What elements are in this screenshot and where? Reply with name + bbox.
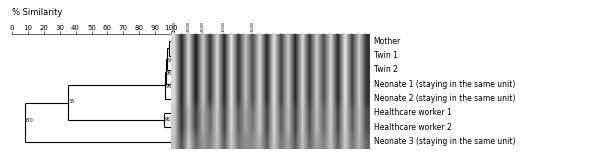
Text: Neonate 2 (staying in the same unit): Neonate 2 (staying in the same unit)	[373, 94, 515, 103]
Text: 97.2: 97.2	[167, 58, 178, 63]
Text: Neonate 1 (staying in the same unit): Neonate 1 (staying in the same unit)	[373, 80, 515, 89]
Text: 8.0: 8.0	[26, 118, 33, 123]
Text: Neonate 3 (staying in the same unit): Neonate 3 (staying in the same unit)	[373, 137, 515, 146]
Text: 96.6: 96.6	[166, 71, 176, 76]
Text: Healthcare worker 1: Healthcare worker 1	[373, 108, 451, 117]
Text: % Similarity: % Similarity	[12, 8, 62, 17]
Text: Mother: Mother	[373, 37, 401, 46]
Text: 35: 35	[68, 99, 74, 104]
Text: Twin 1: Twin 1	[373, 51, 397, 60]
Text: 96.2: 96.2	[166, 84, 176, 89]
Text: 95.4: 95.4	[164, 117, 175, 122]
Text: Healthcare worker 2: Healthcare worker 2	[373, 123, 451, 132]
Text: Twin 2: Twin 2	[373, 65, 397, 74]
